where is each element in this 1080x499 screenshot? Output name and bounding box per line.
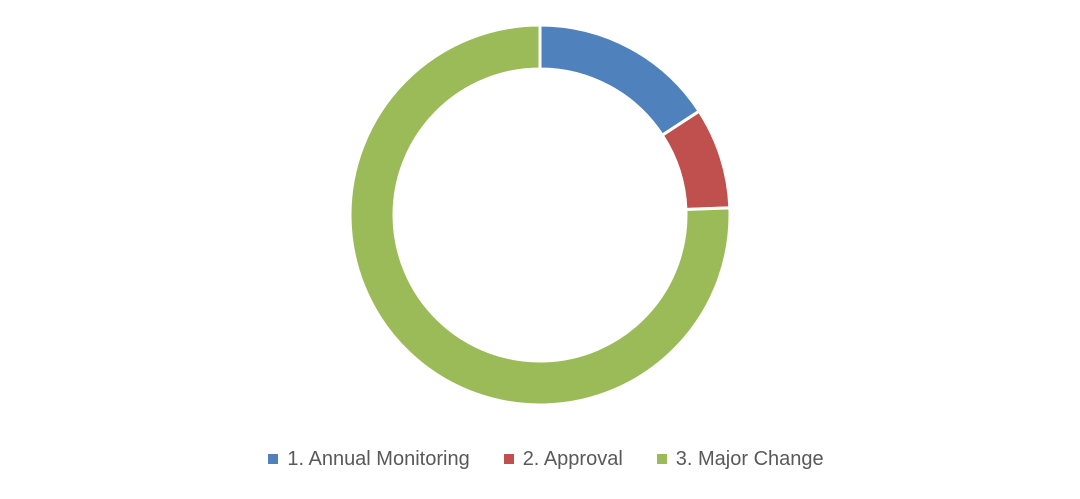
legend-label-major-change: 3. Major Change <box>675 447 824 470</box>
doughnut-slice-major-change[interactable] <box>348 23 732 407</box>
legend-label-approval: 2. Approval <box>522 447 623 470</box>
legend-item-annual-monitoring[interactable]: 1. Annual Monitoring <box>268 447 470 471</box>
chart-legend: 1. Annual Monitoring 2. Approval 3. Majo… <box>0 444 1080 474</box>
legend-item-approval[interactable]: 2. Approval <box>503 447 623 471</box>
legend-item-major-change[interactable]: 3. Major Change <box>656 447 824 471</box>
legend-swatch-major-change <box>656 454 667 464</box>
legend-label-annual-monitoring: 1. Annual Monitoring <box>287 447 470 470</box>
legend-swatch-approval <box>503 454 514 464</box>
legend-swatch-annual-monitoring <box>268 454 279 464</box>
doughnut-slice-annual-monitoring[interactable] <box>538 23 702 138</box>
